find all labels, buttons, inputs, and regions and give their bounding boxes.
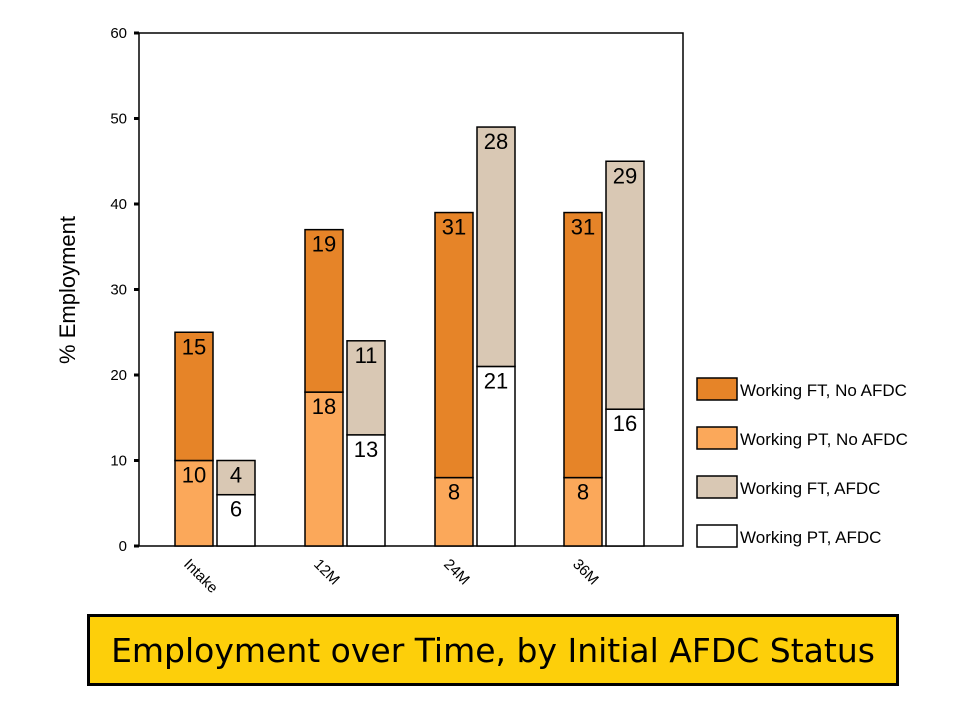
bar-segment xyxy=(346,434,386,547)
bar-segment xyxy=(304,391,344,547)
y-axis: 0 10 20 30 40 50 60 xyxy=(110,25,139,555)
bar-segment xyxy=(563,476,603,547)
bar-segment xyxy=(605,408,645,547)
data-label: 11 xyxy=(355,343,378,368)
data-label: 19 xyxy=(312,232,336,257)
legend-swatch xyxy=(696,524,738,548)
data-label: 31 xyxy=(442,215,466,240)
legend-swatch xyxy=(696,475,738,499)
y-tick-label: 30 xyxy=(110,282,127,299)
x-tick-label: 12M xyxy=(310,556,343,589)
data-label: 29 xyxy=(613,163,637,188)
data-label: 15 xyxy=(182,334,206,359)
y-tick-label: 20 xyxy=(110,367,127,384)
bar-segment xyxy=(304,228,344,393)
data-label: 31 xyxy=(571,215,595,240)
y-tick-label: 10 xyxy=(110,453,127,470)
x-tick-label: 24M xyxy=(440,556,473,589)
x-tick-label: 36M xyxy=(569,556,602,589)
legend-swatch xyxy=(696,426,738,450)
chart-title: Employment over Time, by Initial AFDC St… xyxy=(111,630,875,670)
y-tick-label: 0 xyxy=(119,538,127,555)
data-label: 13 xyxy=(354,437,378,462)
x-axis-labels: Intake 12M 24M 36M xyxy=(180,556,602,597)
bar-segment xyxy=(476,126,516,368)
legend-label: Working FT, AFDC xyxy=(740,479,880,498)
bar-segment xyxy=(346,340,386,436)
y-axis-label: % Employment xyxy=(55,216,80,364)
data-label: 18 xyxy=(312,394,336,419)
bar-segment xyxy=(216,493,256,547)
bars: 10 15 6 4 18 19 13 11 8 31 21 28 8 31 16 29 xyxy=(174,126,645,547)
bar-segment xyxy=(563,211,603,479)
data-label: 4 xyxy=(230,463,242,488)
y-tick-label: 60 xyxy=(110,25,127,42)
legend-label: Working PT, No AFDC xyxy=(740,430,908,449)
legend-label: Working FT, No AFDC xyxy=(740,381,907,400)
x-tick-label: Intake xyxy=(180,556,221,597)
bar-segment xyxy=(434,211,474,479)
bar-segment xyxy=(174,331,214,462)
data-label: 10 xyxy=(182,463,206,488)
bar-segment xyxy=(174,459,214,547)
legend: Working FT, No AFDC Working PT, No AFDC Wo… xyxy=(696,377,908,548)
data-label: 8 xyxy=(577,480,589,505)
title-banner: Employment over Time, by Initial AFDC St… xyxy=(87,614,899,686)
y-tick-label: 40 xyxy=(110,196,127,213)
bar-segment xyxy=(476,365,516,547)
legend-swatch xyxy=(696,377,738,401)
bar-segment xyxy=(216,459,256,496)
data-label: 16 xyxy=(613,411,637,436)
bar-segment xyxy=(605,160,645,410)
data-label: 21 xyxy=(484,368,508,393)
data-label: 8 xyxy=(448,480,460,505)
y-tick-label: 50 xyxy=(110,111,127,128)
data-label: 6 xyxy=(230,497,242,522)
legend-label: Working PT, AFDC xyxy=(740,528,881,547)
data-label: 28 xyxy=(484,129,508,154)
